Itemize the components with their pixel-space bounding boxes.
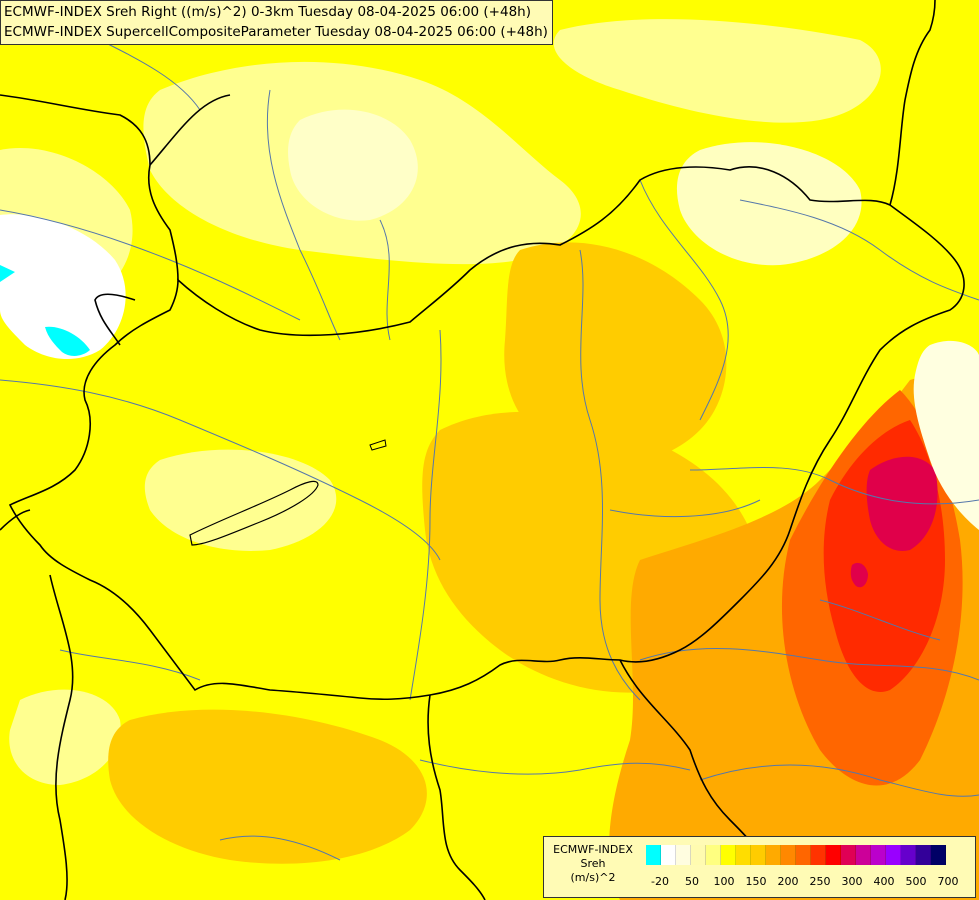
river <box>609 499 761 518</box>
legend-swatch <box>781 845 796 865</box>
legend-swatch <box>901 845 916 865</box>
field-pale-north <box>144 449 337 551</box>
river <box>419 759 691 775</box>
legend-title-parameter: Sreh <box>580 857 606 870</box>
field-pale-north <box>553 19 881 123</box>
field-pale-core-north <box>288 109 418 221</box>
legend-tick-label: 150 <box>745 875 767 888</box>
legend-swatch <box>721 845 736 865</box>
river <box>689 467 979 505</box>
legend-swatch <box>691 845 706 865</box>
border <box>889 0 936 206</box>
legend-swatch <box>886 845 901 865</box>
river <box>219 835 341 861</box>
legend-swatch <box>856 845 871 865</box>
border <box>149 94 231 166</box>
field-cyan-west <box>0 265 15 282</box>
legend-tick-label: 400 <box>873 875 895 888</box>
legend-tick-label: 100 <box>713 875 735 888</box>
legend-tick-label: 50 <box>685 875 699 888</box>
rivers <box>0 39 979 861</box>
river <box>0 379 441 561</box>
river <box>266 89 341 341</box>
legend-swatch <box>736 845 751 865</box>
legend-swatch <box>871 845 886 865</box>
map-title-line-1: ECMWF-INDEX Sreh Right ((m/s)^2) 0-3km T… <box>4 4 531 20</box>
legend-tick-label: 300 <box>841 875 863 888</box>
legend-swatch <box>706 845 721 865</box>
legend-swatch <box>766 845 781 865</box>
lake <box>369 439 387 451</box>
river <box>819 599 941 641</box>
legend-ticks: -20 50 100 150 200 250 300 400 500 700 <box>646 875 966 889</box>
field-orange-central <box>108 709 427 864</box>
legend-swatch <box>811 845 826 865</box>
field-white-east <box>913 340 979 530</box>
legend-swatches <box>646 845 946 865</box>
field-orange-central <box>504 242 727 464</box>
map-title-box: ECMWF-INDEX Sreh Right ((m/s)^2) 0-3km T… <box>0 0 553 45</box>
field-white-west <box>0 214 126 360</box>
legend-swatch <box>931 845 946 865</box>
legend-tick-label: 200 <box>777 875 799 888</box>
legend-swatch <box>751 845 766 865</box>
legend-swatch <box>916 845 931 865</box>
legend-title: ECMWF-INDEX Sreh (m/s)^2 <box>548 843 638 885</box>
legend-tick-label: 500 <box>905 875 927 888</box>
legend-title-unit: (m/s)^2 <box>570 871 616 884</box>
border <box>0 509 31 531</box>
legend-title-model: ECMWF-INDEX <box>553 843 633 856</box>
map-title-line-2: ECMWF-INDEX SupercellCompositeParameter … <box>4 24 548 40</box>
border <box>8 166 965 701</box>
legend-swatch <box>661 845 676 865</box>
field-crimson-core <box>866 456 938 551</box>
river <box>639 647 979 681</box>
border <box>0 94 179 281</box>
legend-swatch <box>646 845 661 865</box>
field-cyan-west <box>45 326 90 356</box>
river <box>739 199 979 301</box>
legend-tick-label: -20 <box>651 875 669 888</box>
legend-swatch <box>796 845 811 865</box>
legend-swatch <box>826 845 841 865</box>
lake <box>189 480 319 546</box>
legend-tick-label: 250 <box>809 875 831 888</box>
color-legend: ECMWF-INDEX Sreh (m/s)^2 -20 50 100 150 200 2… <box>543 836 976 898</box>
field-crimson-core <box>850 562 868 588</box>
river <box>0 209 301 321</box>
legend-swatch <box>841 845 856 865</box>
field-pale-northeast <box>676 142 862 266</box>
legend-tick-label: 700 <box>937 875 959 888</box>
river <box>639 179 729 421</box>
river <box>699 764 979 797</box>
legend-swatch <box>676 845 691 865</box>
river <box>409 329 442 701</box>
river <box>99 39 201 111</box>
field-pale-north <box>9 689 121 785</box>
border <box>49 574 74 900</box>
border <box>427 694 486 900</box>
border <box>94 293 136 346</box>
river <box>579 249 641 701</box>
